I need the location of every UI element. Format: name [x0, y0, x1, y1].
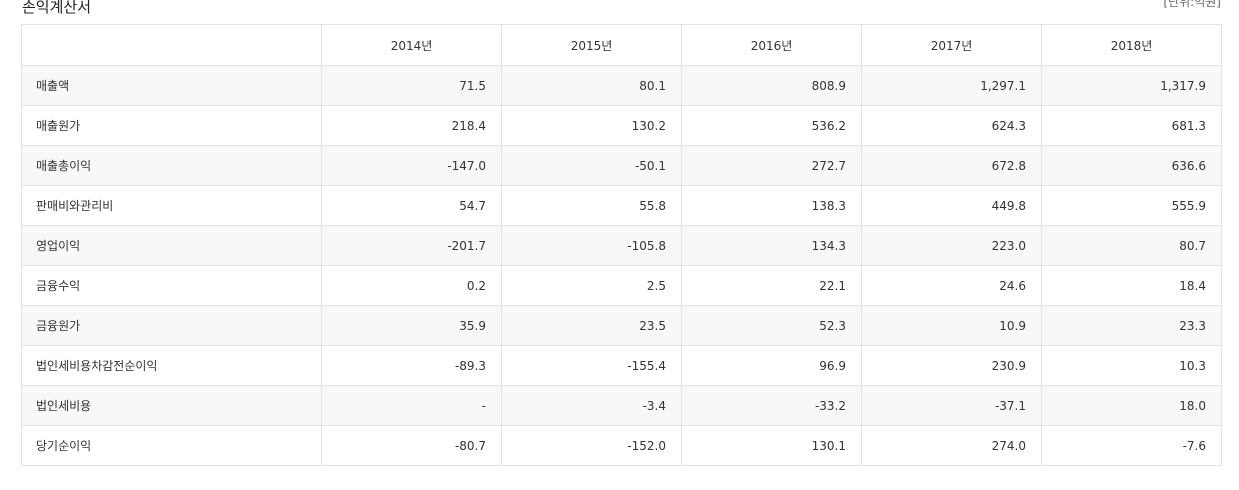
- header-year: 2014년: [321, 24, 502, 66]
- income-statement-table: 2014년 2015년 2016년 2017년 2018년 매출액 71.5 80.…: [21, 24, 1222, 466]
- value-cell: 23.3: [1041, 305, 1222, 346]
- value-cell: 134.3: [681, 225, 862, 266]
- row-label: 영업이익: [21, 225, 322, 266]
- value-cell: 23.5: [501, 305, 682, 346]
- row-label: 금융원가: [21, 305, 322, 346]
- value-cell: 555.9: [1041, 185, 1222, 226]
- value-cell: 272.7: [681, 145, 862, 186]
- value-cell: 1,297.1: [861, 65, 1042, 106]
- header-year: 2017년: [861, 24, 1042, 66]
- header-corner-cell: [21, 24, 322, 66]
- table-row: 매출총이익 -147.0 -50.1 272.7 672.8 636.6: [21, 145, 1222, 186]
- value-cell: -152.0: [501, 425, 682, 466]
- value-cell: 130.2: [501, 105, 682, 146]
- row-label: 금융수익: [21, 265, 322, 306]
- table-row: 영업이익 -201.7 -105.8 134.3 223.0 80.7: [21, 225, 1222, 266]
- table-body: 매출액 71.5 80.1 808.9 1,297.1 1,317.9 매출원가 218.4 1…: [21, 65, 1222, 466]
- value-cell: 138.3: [681, 185, 862, 226]
- value-cell: 1,317.9: [1041, 65, 1222, 106]
- header-year: 2016년: [681, 24, 862, 66]
- value-cell: -: [321, 385, 502, 426]
- row-label: 법인세비용: [21, 385, 322, 426]
- value-cell: 55.8: [501, 185, 682, 226]
- value-cell: -155.4: [501, 345, 682, 386]
- value-cell: -201.7: [321, 225, 502, 266]
- value-cell: 10.9: [861, 305, 1042, 346]
- value-cell: 96.9: [681, 345, 862, 386]
- value-cell: 18.4: [1041, 265, 1222, 306]
- table-row: 매출액 71.5 80.1 808.9 1,297.1 1,317.9: [21, 65, 1222, 106]
- value-cell: 18.0: [1041, 385, 1222, 426]
- value-cell: 230.9: [861, 345, 1042, 386]
- value-cell: 2.5: [501, 265, 682, 306]
- header-year: 2018년: [1041, 24, 1222, 66]
- table-header: 2014년 2015년 2016년 2017년 2018년: [21, 24, 1222, 66]
- row-label: 판매비와관리비: [21, 185, 322, 226]
- value-cell: -33.2: [681, 385, 862, 426]
- value-cell: 35.9: [321, 305, 502, 346]
- row-label: 매출액: [21, 65, 322, 106]
- value-cell: 624.3: [861, 105, 1042, 146]
- value-cell: 71.5: [321, 65, 502, 106]
- row-label: 매출총이익: [21, 145, 322, 186]
- page-title: 손익계산서: [22, 0, 92, 16]
- value-cell: 24.6: [861, 265, 1042, 306]
- table-row: 매출원가 218.4 130.2 536.2 624.3 681.3: [21, 105, 1222, 146]
- value-cell: 10.3: [1041, 345, 1222, 386]
- value-cell: -89.3: [321, 345, 502, 386]
- unit-label: [단위:억원]: [1163, 0, 1221, 9]
- row-label: 매출원가: [21, 105, 322, 146]
- value-cell: 218.4: [321, 105, 502, 146]
- value-cell: 0.2: [321, 265, 502, 306]
- value-cell: 681.3: [1041, 105, 1222, 146]
- value-cell: 636.6: [1041, 145, 1222, 186]
- row-label: 당기순이익: [21, 425, 322, 466]
- table-row: 법인세비용 - -3.4 -33.2 -37.1 18.0: [21, 385, 1222, 426]
- table-row: 당기순이익 -80.7 -152.0 130.1 274.0 -7.6: [21, 425, 1222, 466]
- value-cell: 22.1: [681, 265, 862, 306]
- value-cell: -7.6: [1041, 425, 1222, 466]
- value-cell: 80.7: [1041, 225, 1222, 266]
- table-row: 금융수익 0.2 2.5 22.1 24.6 18.4: [21, 265, 1222, 306]
- table-row: 법인세비용차감전순이익 -89.3 -155.4 96.9 230.9 10.3: [21, 345, 1222, 386]
- value-cell: -37.1: [861, 385, 1042, 426]
- table-row: 금융원가 35.9 23.5 52.3 10.9 23.3: [21, 305, 1222, 346]
- value-cell: -50.1: [501, 145, 682, 186]
- header-year: 2015년: [501, 24, 682, 66]
- value-cell: -147.0: [321, 145, 502, 186]
- value-cell: 130.1: [681, 425, 862, 466]
- header-row: 2014년 2015년 2016년 2017년 2018년: [21, 24, 1222, 66]
- row-label: 법인세비용차감전순이익: [21, 345, 322, 386]
- table-row: 판매비와관리비 54.7 55.8 138.3 449.8 555.9: [21, 185, 1222, 226]
- value-cell: -3.4: [501, 385, 682, 426]
- value-cell: 449.8: [861, 185, 1042, 226]
- value-cell: 808.9: [681, 65, 862, 106]
- value-cell: -105.8: [501, 225, 682, 266]
- value-cell: 223.0: [861, 225, 1042, 266]
- value-cell: -80.7: [321, 425, 502, 466]
- value-cell: 536.2: [681, 105, 862, 146]
- value-cell: 672.8: [861, 145, 1042, 186]
- value-cell: 80.1: [501, 65, 682, 106]
- value-cell: 52.3: [681, 305, 862, 346]
- value-cell: 274.0: [861, 425, 1042, 466]
- value-cell: 54.7: [321, 185, 502, 226]
